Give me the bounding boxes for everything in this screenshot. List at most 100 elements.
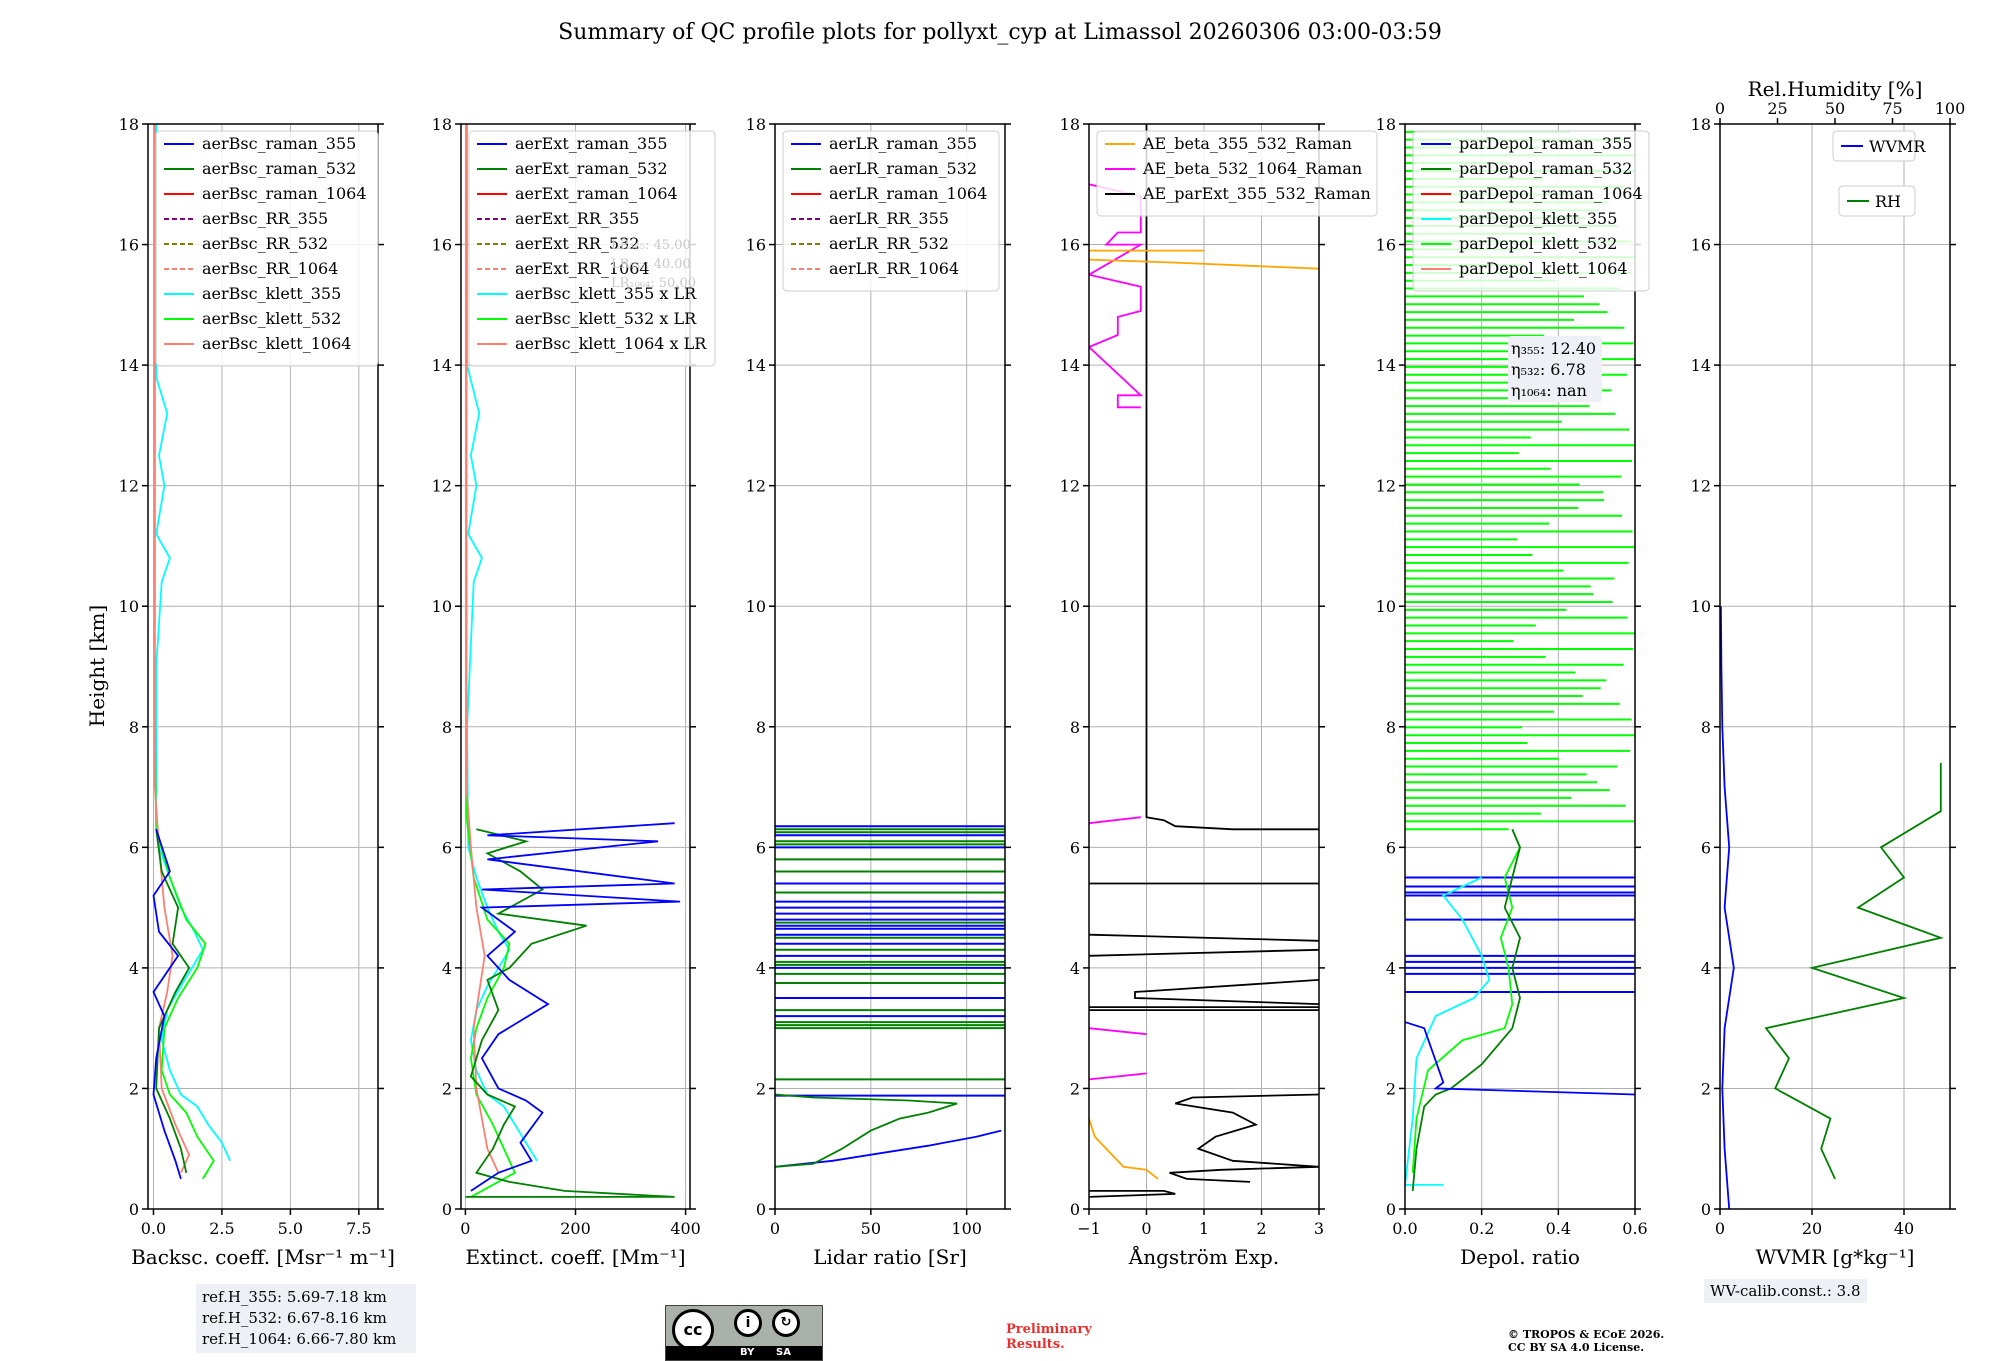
legend-box <box>155 130 379 367</box>
ytick-label: 8 <box>1070 718 1080 737</box>
xtick-label: 5.0 <box>278 1219 303 1238</box>
xtick-label: 3 <box>1314 1219 1324 1238</box>
panel-bsc: 0 2 4 6 8 10 12 14 16 18 0.0 2.5 5.0 7.5 Backsc. coeff… <box>119 115 395 1269</box>
ytick-label: 18 <box>1376 115 1396 134</box>
x-axis-label: Backsc. coeff. [Msr⁻¹ m⁻¹] <box>131 1245 395 1269</box>
xtick-label: 2.5 <box>209 1219 234 1238</box>
series-parDepol_raman_532 <box>1411 828 1521 1191</box>
legend-label: aerLR_raman_1064 <box>829 184 987 203</box>
ytick-label: 4 <box>1070 959 1080 978</box>
license-bar: BY SA <box>666 1346 822 1360</box>
legend-label: parDepol_raman_355 <box>1459 134 1632 153</box>
ytick-label: 0 <box>1701 1200 1711 1219</box>
ytick-label: 16 <box>1060 236 1080 255</box>
ytick-label: 0 <box>756 1200 766 1219</box>
legend-label: aerBsc_klett_355 <box>202 284 341 303</box>
ytick-label: 10 <box>119 597 139 616</box>
x-axis-label: WVMR [g*kg⁻¹] <box>1756 1245 1915 1269</box>
ytick-label: 2 <box>1386 1079 1396 1098</box>
legend-label: parDepol_raman_532 <box>1459 159 1632 178</box>
legend-label: aerExt_RR_355 <box>515 209 639 228</box>
x-axis-label: Depol. ratio <box>1460 1245 1580 1269</box>
xtick-label: 0 <box>1141 1219 1151 1238</box>
legend-label: aerLR_RR_532 <box>829 234 949 253</box>
x-axis-label: Lidar ratio [Sr] <box>813 1245 967 1269</box>
x-axis-label: Ångström Exp. <box>1128 1244 1279 1269</box>
ytick-label: 4 <box>129 959 139 978</box>
series-AE_parExt_lower <box>1089 1190 1176 1198</box>
legend-label: aerExt_RR_1064 <box>515 259 650 278</box>
ytick-label: 18 <box>746 115 766 134</box>
legend-box <box>468 130 716 367</box>
ytick-label: 4 <box>1386 959 1396 978</box>
series-AE_beta_355_532_c <box>1089 1118 1159 1180</box>
legend-label: aerExt_raman_1064 <box>515 184 678 203</box>
ref-height-532: ref.H_532: 6.67-8.16 km <box>202 1309 387 1327</box>
xtick-label: 2 <box>1256 1219 1266 1238</box>
axes-frame <box>147 123 379 1210</box>
ytick-label: 6 <box>1070 838 1080 857</box>
xtick-label: 0 <box>460 1219 470 1238</box>
ytick-label: 12 <box>746 477 766 496</box>
ytick-label: 0 <box>442 1200 452 1219</box>
ytick-label: 4 <box>1701 959 1711 978</box>
legend-label: parDepol_klett_355 <box>1459 209 1617 228</box>
ytick-label: 8 <box>1701 718 1711 737</box>
xtick-label: 1 <box>1199 1219 1209 1238</box>
series-aerBsc_raman_355 <box>152 829 182 1180</box>
series-AE_mid3 <box>1134 979 1319 1005</box>
data-layer <box>775 825 1005 1168</box>
ytick-label: 2 <box>1070 1079 1080 1098</box>
data-layer <box>1720 606 1944 1209</box>
axes-frame <box>1719 123 1951 1210</box>
reference-heights-box: ref.H_355: 5.69-7.18 km ref.H_532: 6.67-… <box>196 1284 416 1353</box>
series-AE_parExt_355_532_Raman <box>1145 124 1319 831</box>
legend-label: AE_beta_532_1064_Raman <box>1142 159 1362 178</box>
data-layer <box>1089 124 1319 1198</box>
series-WVMR <box>1720 606 1735 1209</box>
legend: aerLR_raman_355 aerLR_raman_532 aerLR_rama… <box>782 130 1000 292</box>
xtick-label: 50 <box>861 1219 881 1238</box>
panel-lr: 0 2 4 6 8 10 12 14 16 18 0 50 100 Lidar ratio [Sr] aer… <box>746 115 1011 1269</box>
xtick-label: 0.0 <box>141 1219 166 1238</box>
ytick-label: 2 <box>1701 1079 1711 1098</box>
legend-label: WVMR <box>1869 137 1926 156</box>
legend-label: aerBsc_klett_1064 x LR <box>515 334 707 353</box>
series-parDepol_klett_532 <box>1411 828 1521 1173</box>
ytick-label: 16 <box>119 236 139 255</box>
ytick-label: 12 <box>119 477 139 496</box>
ytick-label: 6 <box>129 838 139 857</box>
xtick-label: 0.0 <box>1392 1219 1417 1238</box>
xtick-label: 20 <box>1802 1219 1822 1238</box>
eta-annotation: η₅₃₂: 6.78 <box>1511 360 1586 379</box>
ytick-label: 2 <box>442 1079 452 1098</box>
y-axis-label: Height [km] <box>85 605 109 727</box>
legend-label: aerBsc_RR_355 <box>202 209 328 228</box>
legend-label: parDepol_klett_532 <box>1459 234 1617 253</box>
x-axis-label: Extinct. coeff. [Mm⁻¹] <box>465 1245 685 1269</box>
legend-box <box>1096 130 1378 217</box>
ytick-label: 12 <box>1691 477 1711 496</box>
ytick-label: 8 <box>756 718 766 737</box>
lr-annotation: LR₃₅₅: 45.00 <box>611 238 691 253</box>
ytick-label: 14 <box>1691 356 1711 375</box>
ytick-label: 18 <box>432 115 452 134</box>
top-xtick-label: 0 <box>1715 99 1725 118</box>
ytick-label: 18 <box>1691 115 1711 134</box>
legend-box <box>1832 130 1916 162</box>
series-AE_beta_532_1064_lower2 <box>1089 1027 1147 1036</box>
xtick-label: 100 <box>951 1219 982 1238</box>
ytick-label: 10 <box>432 597 452 616</box>
series-aerLR_raman_355 <box>775 1129 1002 1168</box>
xtick-label: −1 <box>1077 1219 1101 1238</box>
ref-height-355: ref.H_355: 5.69-7.18 km <box>202 1288 387 1306</box>
ytick-label: 14 <box>1060 356 1080 375</box>
series-klett_1064_xLR <box>465 124 500 1174</box>
copyright-line-2: CC BY SA 4.0 License. <box>1508 1341 1645 1354</box>
copyright-line-1: © TROPOS & ECoE 2026. <box>1508 1328 1665 1341</box>
data-layer <box>465 124 681 1198</box>
series-aerBsc_raman_532 <box>155 829 191 1173</box>
series-aerLR_raman_532 <box>775 1093 958 1168</box>
data-layer <box>152 124 231 1180</box>
legend-label: AE_parExt_355_532_Raman <box>1142 184 1371 203</box>
